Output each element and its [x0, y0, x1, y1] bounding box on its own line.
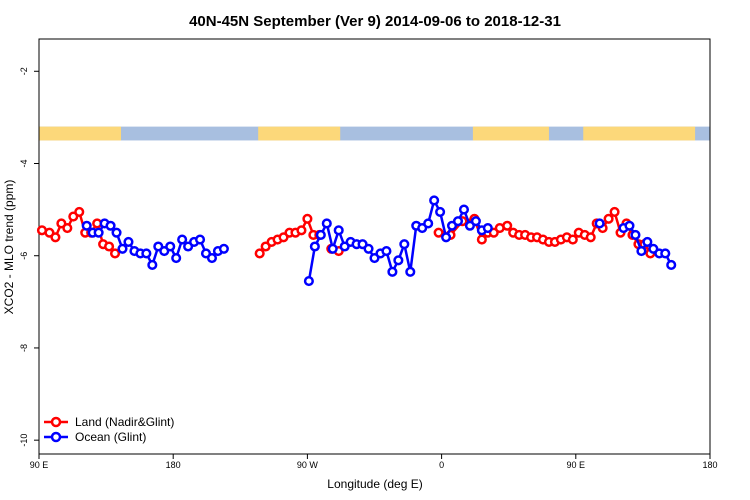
data-point: [104, 241, 115, 252]
y-axis: -2 -4 -6 -8 -10: [19, 67, 39, 447]
y-tick-label: -10: [19, 434, 29, 447]
data-point: [147, 259, 158, 270]
land-ocean-strip: [39, 126, 710, 141]
data-point: [93, 227, 104, 238]
strip-land-segment: [258, 126, 341, 141]
y-axis-label: XCO2 - MLO trend (ppm): [2, 180, 16, 315]
data-point: [393, 255, 404, 266]
data-point: [452, 216, 464, 227]
chart-title: 40N-45N September (Ver 9) 2014-09-06 to …: [189, 13, 561, 30]
data-point: [458, 204, 470, 215]
y-tick-label: -4: [19, 159, 29, 167]
legend-ocean-label: Ocean (Glint): [75, 430, 146, 444]
data-point: [123, 236, 134, 247]
data-point: [81, 220, 92, 231]
data-point: [399, 239, 410, 250]
data-point: [363, 243, 374, 254]
data-point: [624, 220, 635, 231]
data-point: [470, 216, 481, 227]
data-point: [194, 234, 206, 245]
y-tick-label: -8: [19, 344, 29, 352]
data-point: [302, 213, 313, 224]
data-point: [502, 220, 513, 231]
x-tick-label: 90 W: [297, 460, 319, 470]
data-point: [642, 236, 653, 247]
data-point: [441, 232, 452, 243]
data-point: [333, 225, 344, 236]
data-point: [315, 229, 326, 241]
data-point: [105, 220, 116, 231]
data-point: [117, 243, 128, 254]
data-point: [303, 276, 314, 287]
data-point: [603, 213, 614, 224]
data-point: [435, 206, 446, 217]
data-point: [429, 195, 440, 206]
strip-land-segment: [583, 126, 696, 141]
data-point: [177, 234, 188, 245]
data-point: [585, 232, 596, 243]
data-point: [296, 225, 307, 236]
data-point: [636, 246, 647, 257]
data-point: [218, 243, 229, 254]
data-point: [109, 248, 121, 259]
data-point: [381, 246, 392, 257]
x-tick-label: 90 E: [30, 460, 49, 470]
data-point: [630, 229, 641, 241]
data-point: [476, 234, 487, 245]
strip-land-segment: [472, 126, 549, 141]
data-point: [165, 241, 176, 252]
data-point: [321, 218, 332, 229]
x-axis: 90 E 180 90 W 0 90 E 180: [30, 454, 718, 470]
data-point: [423, 218, 434, 229]
x-tick-label: 180: [702, 460, 717, 470]
data-point: [254, 248, 265, 259]
x-tick-label: 90 E: [567, 460, 586, 470]
data-point: [567, 234, 578, 245]
data-point: [309, 241, 320, 252]
data-point: [111, 227, 122, 238]
data-point: [666, 259, 677, 270]
x-axis-label: Longitude (deg E): [327, 477, 422, 491]
legend-land-marker: [50, 416, 62, 428]
data-point: [594, 218, 605, 229]
data-point: [387, 266, 398, 277]
data-point: [609, 206, 620, 217]
data-point: [433, 227, 444, 238]
data-point: [62, 223, 73, 234]
data-point: [405, 266, 416, 277]
data-point: [50, 232, 61, 243]
y-tick-label: -6: [19, 252, 29, 260]
strip-land-segment: [39, 126, 122, 141]
legend: Land (Nadir&Glint) Ocean (Glint): [44, 415, 174, 444]
data-point: [482, 223, 493, 234]
data-point: [660, 248, 671, 259]
legend-ocean-marker: [50, 431, 62, 443]
plot-frame: [38, 38, 711, 455]
x-tick-label: 180: [166, 460, 181, 470]
data-point: [141, 248, 152, 259]
data-point: [327, 243, 338, 254]
series-ocean: [81, 195, 677, 287]
data-point: [74, 206, 85, 217]
legend-land-label: Land (Nadir&Glint): [75, 415, 174, 429]
y-tick-label: -2: [19, 67, 29, 75]
data-point: [206, 252, 218, 264]
series-layer: [36, 195, 677, 287]
data-point: [171, 252, 182, 264]
x-tick-label: 0: [439, 460, 444, 470]
